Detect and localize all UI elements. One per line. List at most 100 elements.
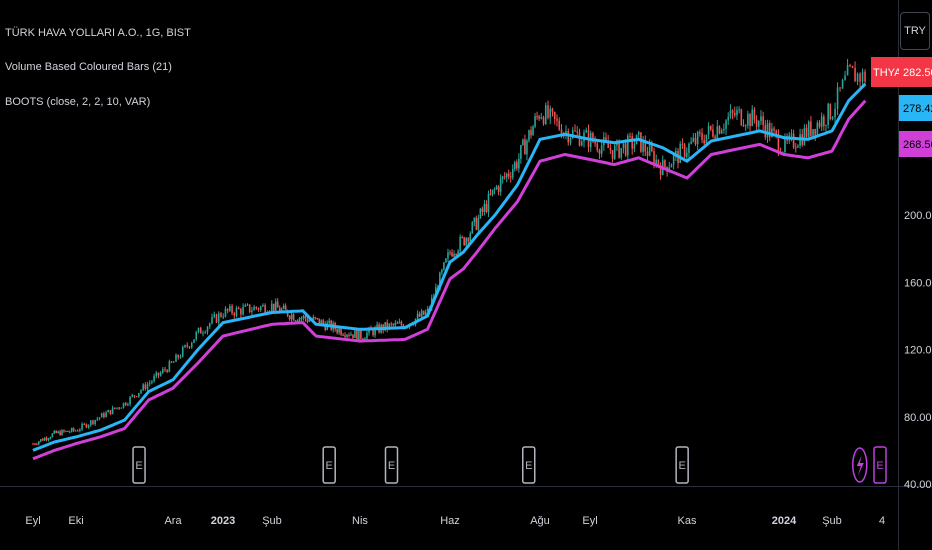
price-axis[interactable]: 40.00 80.00 120.00 160.00 200.00 [904, 210, 932, 491]
price-candles [32, 59, 866, 446]
candle-body [294, 320, 297, 322]
candle-body [248, 304, 251, 312]
time-tick-label: 2024 [772, 515, 797, 527]
candle-body [578, 132, 581, 146]
indicator-boots[interactable]: BOOTS (close, 2, 2, 10, VAR) [5, 96, 151, 108]
earnings-marker-upcoming[interactable]: E [873, 446, 887, 484]
candle-body [640, 132, 642, 152]
candle-body [49, 437, 52, 439]
earnings-marker[interactable]: E [322, 446, 336, 484]
candle-body [690, 141, 692, 144]
candle-body [366, 332, 368, 339]
candle-body [633, 144, 636, 149]
candle-body [489, 193, 492, 195]
time-tick-label: Kas [678, 515, 697, 527]
candle-body [797, 146, 799, 148]
candle-body [518, 158, 520, 169]
candle-body [159, 372, 162, 376]
indicator-volume-bars[interactable]: Volume Based Coloured Bars (21) [5, 61, 172, 73]
candle-body [74, 430, 77, 432]
candle-body [55, 430, 58, 434]
candle-body [762, 116, 764, 126]
candle-body [384, 322, 386, 331]
candle-body [742, 124, 745, 127]
candle-body [699, 131, 701, 134]
candle-body [211, 316, 213, 324]
candle-body [242, 306, 244, 315]
lightning-icon[interactable] [852, 447, 868, 483]
time-axis[interactable]: Eyl Eki Ara 2023 Şub Nis Haz Ağu Eyl Kas 2024 Şub 4 [25, 515, 885, 527]
candle-body [505, 173, 508, 178]
earnings-marker[interactable]: E [132, 446, 146, 484]
candle-body [43, 437, 46, 441]
currency-button[interactable]: TRY [900, 12, 930, 50]
candle-body [34, 443, 36, 445]
candle-body [571, 130, 574, 139]
candle-body [834, 108, 836, 118]
time-tick-label: Ara [164, 515, 182, 527]
candle-body [461, 236, 463, 238]
candle-body [208, 323, 211, 327]
candle-body [206, 326, 209, 333]
candle-body [259, 306, 262, 310]
candle-body [318, 318, 321, 325]
candle-body [344, 335, 346, 337]
candle-body [487, 193, 490, 212]
candle-body [829, 103, 832, 120]
candle-body [418, 313, 421, 317]
candle-body [231, 306, 233, 314]
price-tick-label: 120.00 [904, 345, 932, 357]
earnings-marker[interactable]: E [675, 446, 689, 484]
candle-body [358, 330, 360, 341]
candle-body [755, 119, 758, 127]
candle-body [475, 217, 478, 230]
candle-body [864, 71, 866, 82]
candle-body [195, 332, 198, 340]
candle-body [197, 327, 200, 333]
candle-body [67, 430, 69, 432]
earnings-marker[interactable]: E [522, 446, 536, 484]
candle-body [79, 429, 81, 431]
candle-body [45, 437, 48, 440]
candle-body [350, 334, 352, 336]
candle-body [320, 320, 323, 325]
candle-body [629, 135, 631, 137]
candle-body [284, 305, 287, 310]
candle-body [328, 320, 330, 323]
candle-body [164, 369, 166, 371]
candle-body [76, 430, 79, 432]
candle-body [441, 269, 443, 273]
candle-body [455, 254, 457, 256]
candle-body [705, 134, 708, 144]
candle-body [32, 443, 34, 445]
candle-body [443, 262, 445, 270]
time-tick-label: Haz [440, 515, 460, 527]
candle-body [394, 322, 397, 326]
candle-body [534, 116, 536, 127]
candle-body [270, 303, 273, 312]
lower-value-badge: 268.56 [899, 131, 932, 157]
candle-body [744, 125, 747, 127]
candle-body [683, 144, 686, 157]
candle-body [547, 105, 549, 118]
candle-body [312, 317, 315, 320]
candle-body [114, 407, 116, 409]
candle-body [290, 314, 293, 320]
candle-body [651, 145, 653, 152]
candle-body [701, 133, 703, 141]
candle-body [622, 143, 625, 148]
candle-body [138, 392, 140, 397]
candle-body [509, 176, 512, 178]
candle-body [729, 110, 732, 118]
earnings-marker[interactable]: E [384, 446, 399, 484]
candle-body [186, 345, 189, 347]
candle-body [105, 412, 107, 418]
candle-body [467, 238, 470, 242]
candle-body [148, 382, 151, 385]
candle-body [849, 65, 851, 67]
price-tick-label: 160.00 [904, 277, 932, 289]
candle-body [398, 321, 401, 324]
candle-body [820, 116, 823, 127]
